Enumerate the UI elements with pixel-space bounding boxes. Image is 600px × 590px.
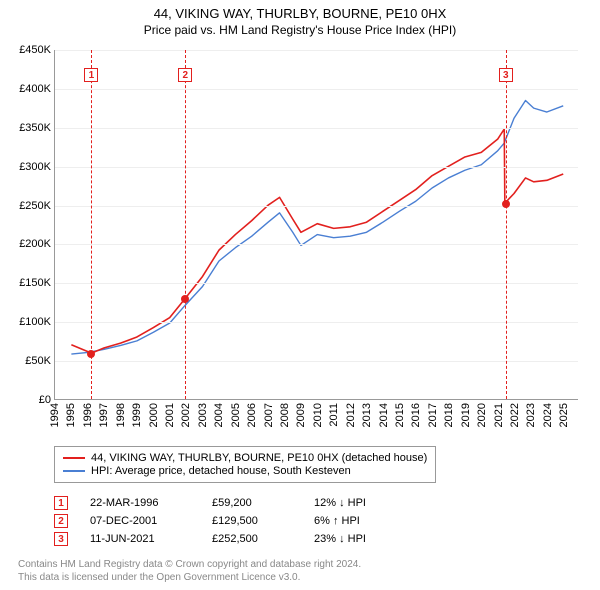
gridline-h: [55, 128, 578, 129]
sales-date-2: 07-DEC-2001: [90, 515, 190, 527]
xtick-label: 2022: [509, 403, 521, 427]
gridline-h: [55, 167, 578, 168]
xtick-label: 1994: [49, 403, 61, 427]
series-line-property: [71, 129, 563, 353]
sales-row-3: 3 11-JUN-2021 £252,500 23% ↓ HPI: [54, 532, 404, 546]
xtick-label: 2008: [279, 403, 291, 427]
attribution-line1: Contains HM Land Registry data © Crown c…: [18, 559, 361, 572]
xtick-label: 2000: [148, 403, 160, 427]
gridline-h: [55, 89, 578, 90]
sale-marker-box: 2: [178, 68, 192, 82]
xtick-label: 2024: [542, 403, 554, 427]
xtick-label: 2006: [246, 403, 258, 427]
ytick-label: £300K: [19, 161, 51, 173]
sales-row-1: 1 22-MAR-1996 £59,200 12% ↓ HPI: [54, 496, 404, 510]
ytick-label: £100K: [19, 316, 51, 328]
gridline-h: [55, 50, 578, 51]
ytick-label: £400K: [19, 83, 51, 95]
sales-table: 1 22-MAR-1996 £59,200 12% ↓ HPI 2 07-DEC…: [54, 492, 404, 550]
legend-row-hpi: HPI: Average price, detached house, Sout…: [63, 465, 427, 477]
xtick-label: 2016: [410, 403, 422, 427]
xtick-label: 2025: [558, 403, 570, 427]
xtick-label: 2014: [378, 403, 390, 427]
gridline-h: [55, 322, 578, 323]
xtick-label: 2020: [476, 403, 488, 427]
gridline-h: [55, 361, 578, 362]
attribution: Contains HM Land Registry data © Crown c…: [18, 559, 361, 584]
sales-idx-3: 3: [54, 532, 68, 546]
sales-idx-2: 2: [54, 514, 68, 528]
sale-marker-line: [185, 50, 186, 399]
title-address: 44, VIKING WAY, THURLBY, BOURNE, PE10 0H…: [0, 6, 600, 21]
chart-plot-area: £0£50K£100K£150K£200K£250K£300K£350K£400…: [54, 50, 578, 400]
sales-idx-1: 1: [54, 496, 68, 510]
sales-price-2: £129,500: [212, 515, 292, 527]
xtick-label: 2015: [394, 403, 406, 427]
xtick-label: 2013: [361, 403, 373, 427]
xtick-label: 2005: [230, 403, 242, 427]
sale-marker-dot: [87, 350, 95, 358]
legend-row-property: 44, VIKING WAY, THURLBY, BOURNE, PE10 0H…: [63, 452, 427, 464]
xtick-label: 2007: [263, 403, 275, 427]
sales-diff-2: 6% ↑ HPI: [314, 515, 404, 527]
ytick-label: £450K: [19, 44, 51, 56]
legend-swatch-property: [63, 457, 85, 459]
chart-container: 44, VIKING WAY, THURLBY, BOURNE, PE10 0H…: [0, 0, 600, 590]
title-subtitle: Price paid vs. HM Land Registry's House …: [0, 23, 600, 37]
sale-marker-box: 3: [499, 68, 513, 82]
gridline-h: [55, 206, 578, 207]
xtick-label: 1999: [131, 403, 143, 427]
legend-label-property: 44, VIKING WAY, THURLBY, BOURNE, PE10 0H…: [91, 452, 427, 464]
gridline-h: [55, 244, 578, 245]
sales-diff-3: 23% ↓ HPI: [314, 533, 404, 545]
xtick-label: 2017: [427, 403, 439, 427]
ytick-label: £200K: [19, 238, 51, 250]
xtick-label: 2021: [493, 403, 505, 427]
legend: 44, VIKING WAY, THURLBY, BOURNE, PE10 0H…: [54, 446, 436, 483]
attribution-line2: This data is licensed under the Open Gov…: [18, 572, 361, 585]
xtick-label: 2019: [460, 403, 472, 427]
xtick-label: 2002: [180, 403, 192, 427]
sales-date-1: 22-MAR-1996: [90, 497, 190, 509]
sales-row-2: 2 07-DEC-2001 £129,500 6% ↑ HPI: [54, 514, 404, 528]
xtick-label: 2001: [164, 403, 176, 427]
sale-marker-box: 1: [84, 68, 98, 82]
xtick-label: 1998: [115, 403, 127, 427]
xtick-label: 2010: [312, 403, 324, 427]
legend-label-hpi: HPI: Average price, detached house, Sout…: [91, 465, 351, 477]
ytick-label: £150K: [19, 277, 51, 289]
xtick-label: 2018: [443, 403, 455, 427]
xtick-label: 2023: [525, 403, 537, 427]
ytick-label: £50K: [25, 355, 51, 367]
xtick-label: 2011: [328, 403, 340, 427]
xtick-label: 1995: [65, 403, 77, 427]
ytick-label: £250K: [19, 200, 51, 212]
ytick-label: £350K: [19, 122, 51, 134]
title-block: 44, VIKING WAY, THURLBY, BOURNE, PE10 0H…: [0, 0, 600, 39]
sale-marker-dot: [181, 295, 189, 303]
sale-marker-dot: [502, 200, 510, 208]
xtick-label: 2004: [213, 403, 225, 427]
xtick-label: 2009: [295, 403, 307, 427]
sales-diff-1: 12% ↓ HPI: [314, 497, 404, 509]
gridline-h: [55, 283, 578, 284]
xtick-label: 1997: [98, 403, 110, 427]
xtick-label: 1996: [82, 403, 94, 427]
xtick-label: 2012: [345, 403, 357, 427]
chart-lines-svg: [55, 50, 578, 399]
sale-marker-line: [91, 50, 92, 399]
xtick-label: 2003: [197, 403, 209, 427]
sales-price-1: £59,200: [212, 497, 292, 509]
sales-price-3: £252,500: [212, 533, 292, 545]
sales-date-3: 11-JUN-2021: [90, 533, 190, 545]
series-line-hpi: [71, 100, 563, 354]
sale-marker-line: [506, 50, 507, 399]
legend-swatch-hpi: [63, 470, 85, 472]
